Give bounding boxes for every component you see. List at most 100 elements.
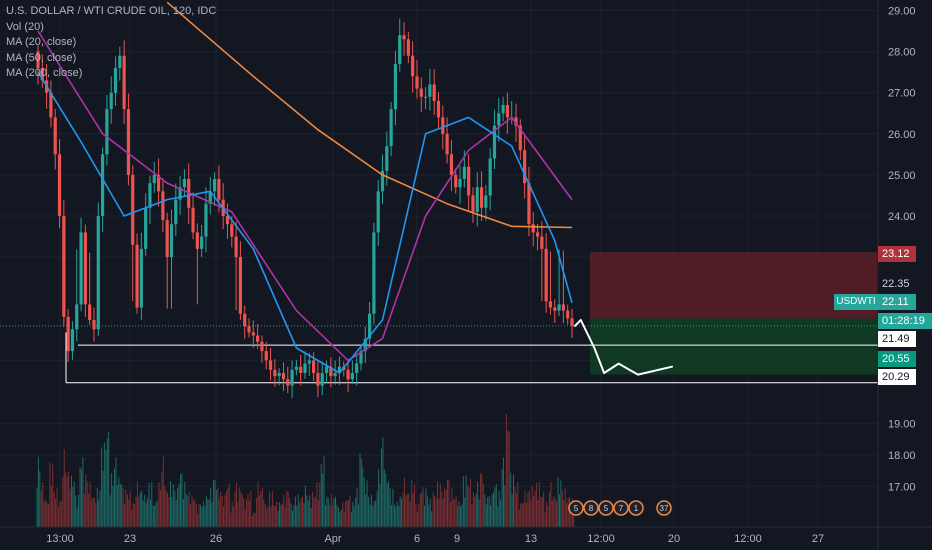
- candle-body: [415, 76, 419, 89]
- volume-bar: [477, 481, 479, 527]
- volume-bar: [188, 492, 190, 527]
- volume-bar: [467, 485, 469, 527]
- volume-bar: [283, 494, 285, 527]
- volume-bar: [329, 505, 331, 527]
- volume-bar: [175, 500, 177, 527]
- volume-bar: [548, 492, 550, 527]
- volume-bar: [164, 485, 166, 527]
- legend-ma50[interactable]: MA (50, close): [6, 51, 77, 64]
- candle-body: [212, 179, 217, 192]
- volume-bar: [258, 495, 260, 527]
- volume-bar: [114, 468, 116, 527]
- volume-bar: [398, 505, 400, 527]
- candle-body: [514, 117, 518, 126]
- volume-bar: [198, 504, 200, 527]
- candle-body: [286, 379, 290, 386]
- volume-bar: [544, 511, 546, 527]
- event-marker-label: 8: [589, 504, 594, 513]
- volume-bar: [75, 495, 77, 527]
- volume-bar: [469, 478, 471, 527]
- volume-bar: [98, 500, 100, 527]
- candle-body: [139, 248, 143, 308]
- event-marker-label: 5: [604, 504, 609, 513]
- volume-bar: [214, 479, 216, 527]
- volume-bar: [385, 473, 387, 527]
- volume-bar: [286, 491, 288, 527]
- volume-bar: [294, 496, 296, 527]
- volume-bar: [325, 505, 327, 527]
- volume-bar: [505, 414, 507, 527]
- volume-bar: [62, 476, 64, 527]
- volume-bar: [303, 502, 305, 527]
- candle-body: [402, 35, 406, 40]
- volume-bar: [45, 499, 47, 527]
- volume-bar: [241, 494, 243, 527]
- volume-bar: [431, 511, 433, 527]
- candle-body: [75, 304, 79, 330]
- volume-bar: [513, 474, 515, 527]
- volume-bar: [547, 505, 549, 527]
- volume-bar: [558, 494, 560, 527]
- high-price-tag: 22.35: [878, 276, 916, 292]
- volume-bar: [207, 499, 209, 527]
- event-marker-icon: [598, 500, 614, 516]
- candle-body: [230, 224, 234, 237]
- y-axis-tick-label: 26.00: [888, 129, 916, 141]
- volume-bar: [309, 495, 311, 527]
- volume-bar: [221, 495, 223, 527]
- legend-ma20[interactable]: MA (20, close): [6, 36, 77, 48]
- volume-bar: [316, 481, 318, 527]
- volume-bar: [550, 481, 552, 527]
- volume-bar: [170, 481, 171, 527]
- volume-bar: [202, 501, 204, 527]
- volume-bar: [464, 497, 466, 527]
- candle-body: [161, 191, 165, 221]
- volume-bar: [281, 503, 283, 527]
- volume-bar: [564, 488, 566, 527]
- candle-body: [411, 55, 415, 77]
- candle-body: [484, 195, 488, 208]
- volume-bar: [406, 494, 408, 527]
- candle-body: [419, 88, 423, 97]
- volume-bar: [556, 502, 558, 527]
- volume-bar: [124, 503, 126, 527]
- legend-ma200[interactable]: MA (200, close): [6, 67, 83, 79]
- candle-body: [204, 203, 208, 237]
- candle-body: [303, 363, 307, 373]
- candle-body: [548, 301, 553, 308]
- volume-bar: [73, 481, 75, 527]
- volume-bar: [291, 510, 293, 527]
- volume-bar: [320, 463, 322, 527]
- volume-bar: [345, 501, 347, 527]
- volume-bar: [178, 484, 180, 527]
- candle-body: [243, 313, 247, 327]
- volume-bar: [95, 502, 97, 527]
- legend-volume[interactable]: Vol (20): [6, 20, 44, 33]
- candle-body: [320, 373, 324, 386]
- candle-body: [535, 232, 540, 237]
- volume-bar: [145, 502, 147, 527]
- volume-bar: [312, 491, 314, 527]
- volume-bar: [182, 499, 184, 527]
- candle-body: [273, 369, 277, 377]
- volume-bar: [497, 506, 499, 527]
- candle-body: [100, 154, 105, 216]
- volume-bar: [106, 438, 108, 527]
- volume-bar: [402, 492, 404, 527]
- volume-bar: [368, 496, 370, 527]
- volume-bar: [335, 496, 337, 527]
- volume-bar: [421, 491, 423, 527]
- volume-bar: [167, 492, 169, 527]
- legend-title[interactable]: U.S. DOLLAR / WTI CRUDE OIL, 120, IDC: [6, 5, 217, 17]
- volume-bar: [525, 502, 527, 527]
- volume-bar: [250, 490, 252, 527]
- volume-bar: [284, 507, 286, 527]
- volume-bar: [567, 497, 569, 527]
- volume-bar: [437, 481, 438, 527]
- volume-bar: [554, 498, 556, 527]
- volume-bar: [553, 496, 555, 527]
- candle-body: [376, 191, 380, 233]
- volume-bar: [527, 492, 529, 527]
- candle-body: [144, 207, 148, 249]
